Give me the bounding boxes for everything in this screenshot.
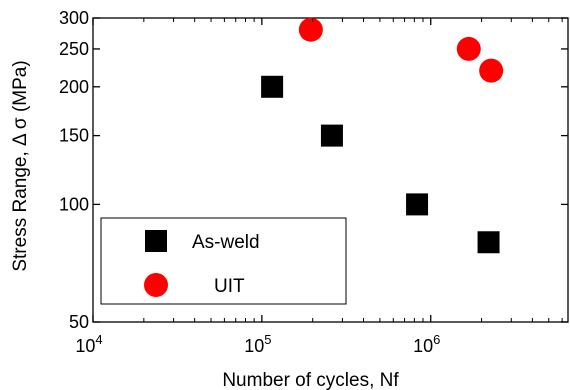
y-axis: 50 100 150 200 250 300	[59, 8, 568, 332]
as-weld-point	[406, 193, 429, 216]
uit-point	[298, 17, 323, 42]
as-weld-point	[477, 231, 500, 254]
x-axis: 104 105 106	[75, 18, 563, 356]
data-marks	[261, 17, 504, 254]
legend-box	[100, 217, 347, 305]
y-tick-label: 100	[59, 194, 89, 214]
as-weld-point	[261, 75, 284, 98]
y-tick-label: 300	[59, 8, 89, 28]
legend-label: As-weld	[192, 232, 260, 253]
legend: As-weld UIT	[100, 217, 347, 305]
plot-frame	[92, 17, 569, 323]
x-tick-label: 104	[75, 332, 102, 356]
legend-square-icon	[145, 230, 167, 252]
x-axis-title: Number of cycles, Nf	[222, 370, 399, 390]
as-weld-point	[320, 124, 343, 147]
uit-point	[456, 36, 481, 61]
plot-area	[92, 17, 569, 323]
y-tick-label: 200	[59, 77, 89, 97]
y-axis-title: Stress Range, Δ σ (MPa)	[10, 60, 31, 271]
y-tick-label: 50	[69, 312, 89, 332]
y-tick-label: 250	[59, 39, 89, 59]
x-tick-label: 106	[413, 332, 440, 356]
y-tick-label: 150	[59, 126, 89, 146]
legend-label: UIT	[214, 276, 245, 297]
legend-circle-icon	[144, 273, 168, 297]
x-tick-label: 105	[244, 332, 271, 356]
uit-point	[479, 58, 504, 83]
